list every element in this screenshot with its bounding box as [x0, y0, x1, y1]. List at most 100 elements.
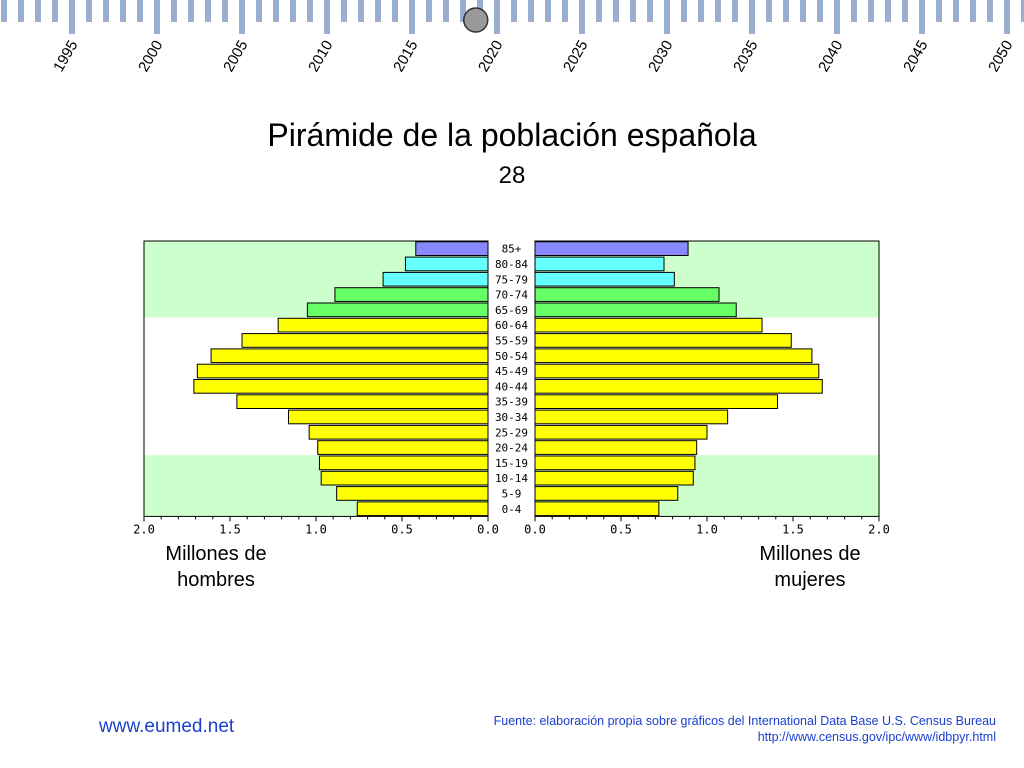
timeline-minor-tick: [596, 0, 602, 22]
bar-hombres-25-29: [308, 424, 489, 440]
bar-hombres-10-14: [320, 470, 489, 486]
timeline-minor-tick: [953, 0, 959, 22]
timeline-year-label[interactable]: 2045: [900, 38, 931, 75]
timeline-minor-tick: [443, 0, 449, 22]
timeline-minor-tick: [902, 0, 908, 22]
bar-hombres-35-39: [236, 394, 489, 410]
year-timeline-slider[interactable]: 1995 2000 2005 2010 2015 2020 2025 2030 2035 2040…: [0, 0, 1024, 90]
x-tick-label-right: 1.5: [782, 522, 804, 536]
timeline-minor-tick: [120, 0, 126, 22]
timeline-minor-tick: [783, 0, 789, 22]
timeline-minor-tick: [137, 0, 143, 22]
timeline-minor-tick: [851, 0, 857, 22]
age-group-label: 10-14: [495, 472, 528, 485]
bar-hombres-60-64: [277, 317, 489, 333]
timeline-minor-tick: [528, 0, 534, 22]
bar-mujeres-20-24: [534, 440, 698, 455]
x-tick-label-left: 0.5: [391, 522, 413, 536]
timeline-year-label[interactable]: 2000: [135, 38, 166, 75]
source-url[interactable]: http://www.census.gov/ipc/www/idbpyr.htm…: [757, 730, 996, 744]
right-axis-caption-line1: Millones de: [759, 543, 861, 565]
age-group-label: 80-84: [495, 258, 528, 271]
bar-mujeres-25-29: [534, 424, 708, 440]
left-axis-caption-line2: hombres: [177, 569, 255, 591]
timeline-minor-tick: [86, 0, 92, 22]
bar-mujeres-5-9: [534, 486, 679, 501]
timeline-major-tick: [664, 0, 670, 34]
bar-hombres-5-9: [336, 486, 489, 501]
timeline-minor-tick: [35, 0, 41, 22]
timeline-major-tick: [409, 0, 415, 34]
left-axis-caption-line1: Millones de: [165, 543, 267, 565]
timeline-minor-tick: [52, 0, 58, 22]
bar-mujeres-80-84: [534, 256, 665, 272]
timeline-minor-tick: [273, 0, 279, 22]
age-group-label: 35-39: [495, 396, 528, 409]
bar-mujeres-65-69: [534, 302, 737, 318]
timeline-minor-tick: [766, 0, 772, 22]
timeline-minor-tick: [341, 0, 347, 22]
age-group-label: 20-24: [495, 442, 528, 455]
age-group-label: 55-59: [495, 334, 528, 347]
bar-mujeres-35-39: [534, 394, 779, 410]
timeline-minor-tick: [698, 0, 704, 22]
site-link[interactable]: www.eumed.net: [99, 716, 235, 737]
timeline-minor-tick: [800, 0, 806, 22]
timeline-year-label[interactable]: 2030: [645, 38, 676, 75]
timeline-major-tick: [1004, 0, 1010, 34]
timeline-minor-tick: [630, 0, 636, 22]
bar-hombres-0-4: [356, 501, 489, 517]
timeline-minor-tick: [222, 0, 228, 22]
timeline-major-tick: [749, 0, 755, 34]
age-group-label: 40-44: [495, 380, 528, 393]
age-group-label: 70-74: [495, 289, 528, 302]
timeline-year-label[interactable]: 2035: [730, 38, 761, 75]
timeline-year-label[interactable]: 2025: [560, 38, 591, 75]
timeline-minor-tick: [885, 0, 891, 22]
left-axis-caption: Millones de hombres: [126, 541, 306, 593]
timeline-minor-tick: [392, 0, 398, 22]
timeline-year-label[interactable]: 2020: [475, 38, 506, 75]
bar-mujeres-70-74: [534, 287, 720, 302]
bar-hombres-75-79: [382, 271, 489, 287]
timeline-minor-tick: [613, 0, 619, 22]
x-tick-label-right: 0.5: [610, 522, 632, 536]
x-tick-label-left: 1.5: [219, 522, 241, 536]
timeline-minor-tick: [1021, 0, 1024, 22]
timeline-minor-tick: [868, 0, 874, 22]
bar-mujeres-15-19: [534, 455, 696, 471]
timeline-minor-tick: [936, 0, 942, 22]
timeline-minor-tick: [171, 0, 177, 22]
right-axis-caption-line2: mujeres: [774, 569, 846, 591]
timeline-year-label[interactable]: 1995: [50, 38, 81, 75]
timeline-minor-tick: [1, 0, 7, 22]
timeline-year-label[interactable]: 2010: [305, 38, 336, 75]
timeline-year-label[interactable]: 2050: [985, 38, 1016, 75]
bar-mujeres-60-64: [534, 317, 763, 333]
bar-mujeres-50-54: [534, 348, 813, 364]
timeline-major-tick: [919, 0, 925, 34]
bar-mujeres-85+: [534, 241, 689, 256]
timeline-year-label[interactable]: 2040: [815, 38, 846, 75]
timeline-minor-tick: [970, 0, 976, 22]
timeline-year-label[interactable]: 2015: [390, 38, 421, 75]
bar-mujeres-40-44: [534, 379, 823, 394]
timeline-minor-tick: [256, 0, 262, 22]
timeline-minor-tick: [545, 0, 551, 22]
age-group-label: 0-4: [502, 503, 522, 516]
x-tick-label-left: 2.0: [133, 522, 155, 536]
timeline-thumb[interactable]: [463, 7, 489, 33]
age-group-label: 60-64: [495, 319, 528, 332]
timeline-minor-tick: [681, 0, 687, 22]
timeline-minor-tick: [358, 0, 364, 22]
timeline-year-label[interactable]: 2005: [220, 38, 251, 75]
timeline-major-tick: [324, 0, 330, 34]
age-group-label: 75-79: [495, 273, 528, 286]
age-group-label: 45-49: [495, 365, 528, 378]
timeline-major-tick: [834, 0, 840, 34]
bar-mujeres-45-49: [534, 363, 820, 379]
timeline-minor-tick: [715, 0, 721, 22]
bar-hombres-40-44: [193, 379, 489, 394]
page-title: Pirámide de la población española: [267, 117, 757, 153]
timeline-minor-tick: [817, 0, 823, 22]
